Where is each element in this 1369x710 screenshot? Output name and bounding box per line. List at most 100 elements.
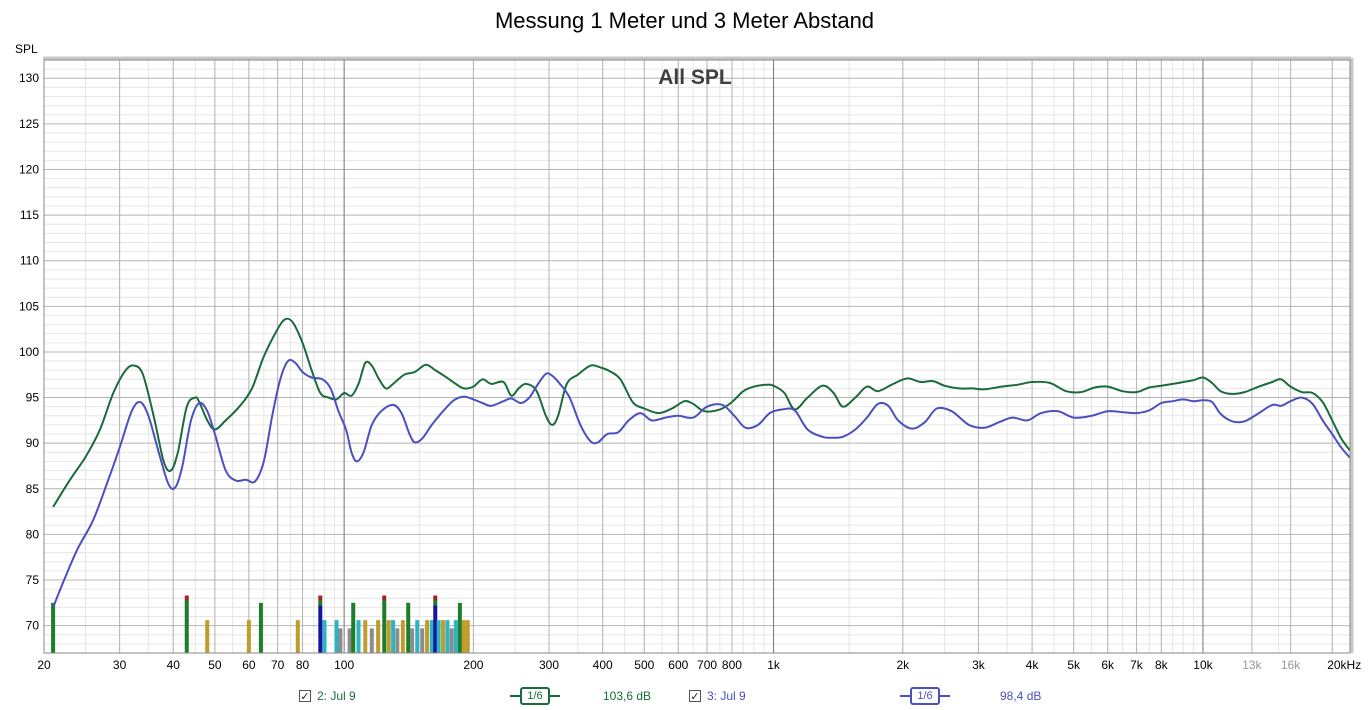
y-tick-label: 130 (19, 71, 39, 85)
x-tick-label: 10k (1193, 658, 1213, 672)
x-tick-label: 700 (697, 658, 717, 672)
peak-marker-band (184, 595, 189, 601)
x-tick-label: 20 (37, 658, 51, 672)
y-tick-label: 115 (20, 208, 39, 222)
x-tick-label: 200 (463, 658, 483, 672)
peak-marker (347, 628, 352, 653)
x-tick-label: 13k (1242, 658, 1262, 672)
peak-marker (246, 620, 251, 653)
y-tick-label: 105 (19, 299, 39, 313)
peak-marker (184, 595, 189, 653)
peak-marker (445, 620, 450, 653)
peak-marker (51, 602, 56, 653)
y-tick-label: 100 (19, 345, 39, 359)
axes: 70 75 80 85 90 95 100 105 110 115 120 125 130 20 30 40 5… (19, 56, 1361, 672)
x-tick-label: 2k (896, 658, 910, 672)
peak-marker (322, 620, 327, 653)
peak-marker (338, 628, 343, 653)
peak-marker (318, 595, 323, 653)
peak-marker (436, 620, 441, 653)
peak-marker (382, 595, 387, 653)
peak-marker (356, 620, 361, 653)
series-3-smoothing-button[interactable]: 1/6 (910, 687, 940, 705)
y-tick-label: 80 (26, 527, 40, 541)
peak-marker (410, 628, 415, 653)
peak-marker-band (318, 605, 323, 653)
x-tick-label: 500 (634, 658, 654, 672)
x-tick-label: 80 (296, 658, 310, 672)
overlay-label: All SPL (658, 66, 732, 89)
y-axis-unit-label: SPL (15, 42, 38, 56)
peak-marker (363, 620, 368, 653)
series-2-level: 103,6 dB (603, 689, 652, 703)
peak-marker (415, 620, 420, 653)
peak-marker (420, 628, 425, 653)
x-tick-label: 20kHz (1327, 658, 1361, 672)
series-line-3[interactable] (52, 358, 1351, 608)
x-tick-label: 6k (1101, 658, 1115, 672)
peak-marker-band (433, 600, 438, 606)
y-tick-label: 110 (20, 254, 39, 268)
peak-marker-band (382, 595, 387, 601)
peak-marker (205, 620, 210, 653)
y-tick-label: 75 (26, 573, 40, 587)
grid-lines (43, 59, 1350, 654)
x-tick-label: 30 (113, 658, 127, 672)
peak-marker (391, 620, 396, 653)
peak-marker (449, 628, 454, 653)
peak-marker (334, 620, 339, 653)
peak-marker (406, 602, 411, 653)
x-tick-label: 100 (334, 658, 354, 672)
x-tick-label: 40 (167, 658, 181, 672)
peak-marker-band (318, 600, 323, 606)
x-tick-label: 800 (722, 658, 742, 672)
peak-marker-band (382, 600, 387, 653)
peak-marker (376, 620, 381, 653)
x-tick-label: 1k (767, 658, 781, 672)
peak-marker (461, 620, 466, 653)
x-tick-label: 600 (668, 658, 688, 672)
series-3-checkbox[interactable]: ✓ (689, 690, 701, 703)
peak-marker-band (184, 600, 189, 653)
peak-markers (51, 595, 470, 653)
legend-item-series-3[interactable]: ✓ 3: Jul 9 (689, 687, 746, 705)
x-tick-label: 400 (593, 658, 613, 672)
peak-marker (433, 595, 438, 653)
series-2-label: 2: Jul 9 (317, 689, 356, 703)
x-tick-label: 8k (1155, 658, 1169, 672)
series-2-smoothing-button[interactable]: 1/6 (520, 687, 550, 705)
y-tick-label: 85 (26, 482, 40, 496)
chart-title: Messung 1 Meter und 3 Meter Abstand (494, 8, 875, 33)
y-tick-label: 120 (19, 162, 39, 176)
x-tick-label: 60 (242, 658, 256, 672)
peak-marker (386, 620, 391, 653)
y-tick-label: 70 (26, 619, 40, 633)
frequency-response-plot[interactable]: 70 75 80 85 90 95 100 105 110 115 120 125 130 20 30 40 5… (0, 0, 1369, 685)
x-tick-label: 5k (1067, 658, 1081, 672)
x-tick-label: 3k (972, 658, 986, 672)
series-lines (52, 317, 1351, 608)
legend-item-series-2[interactable]: ✓ 2: Jul 9 (299, 687, 356, 705)
peak-marker (351, 602, 356, 653)
x-tick-label: 70 (271, 658, 285, 672)
peak-marker (369, 628, 374, 653)
peak-marker (457, 602, 462, 653)
y-tick-label: 95 (26, 391, 40, 405)
series-2-checkbox[interactable]: ✓ (299, 690, 311, 703)
x-tick-label: 7k (1130, 658, 1144, 672)
series-line-2[interactable] (52, 317, 1351, 508)
series-3-level: 98,4 dB (1000, 689, 1042, 703)
plot-background (44, 60, 1350, 653)
x-tick-label: 50 (208, 658, 222, 672)
peak-marker-band (433, 595, 438, 601)
series-2-smoothing[interactable]: 1/6 (510, 687, 560, 705)
x-tick-label: 16k (1281, 658, 1301, 672)
peak-marker (295, 620, 300, 653)
peak-marker-band (433, 605, 438, 653)
series-3-label: 3: Jul 9 (707, 689, 746, 703)
peak-marker (453, 620, 458, 653)
peak-marker (425, 620, 430, 653)
series-3-smoothing[interactable]: 1/6 (900, 687, 950, 705)
plot-frame (43, 59, 1351, 654)
peak-marker-band (318, 595, 323, 601)
